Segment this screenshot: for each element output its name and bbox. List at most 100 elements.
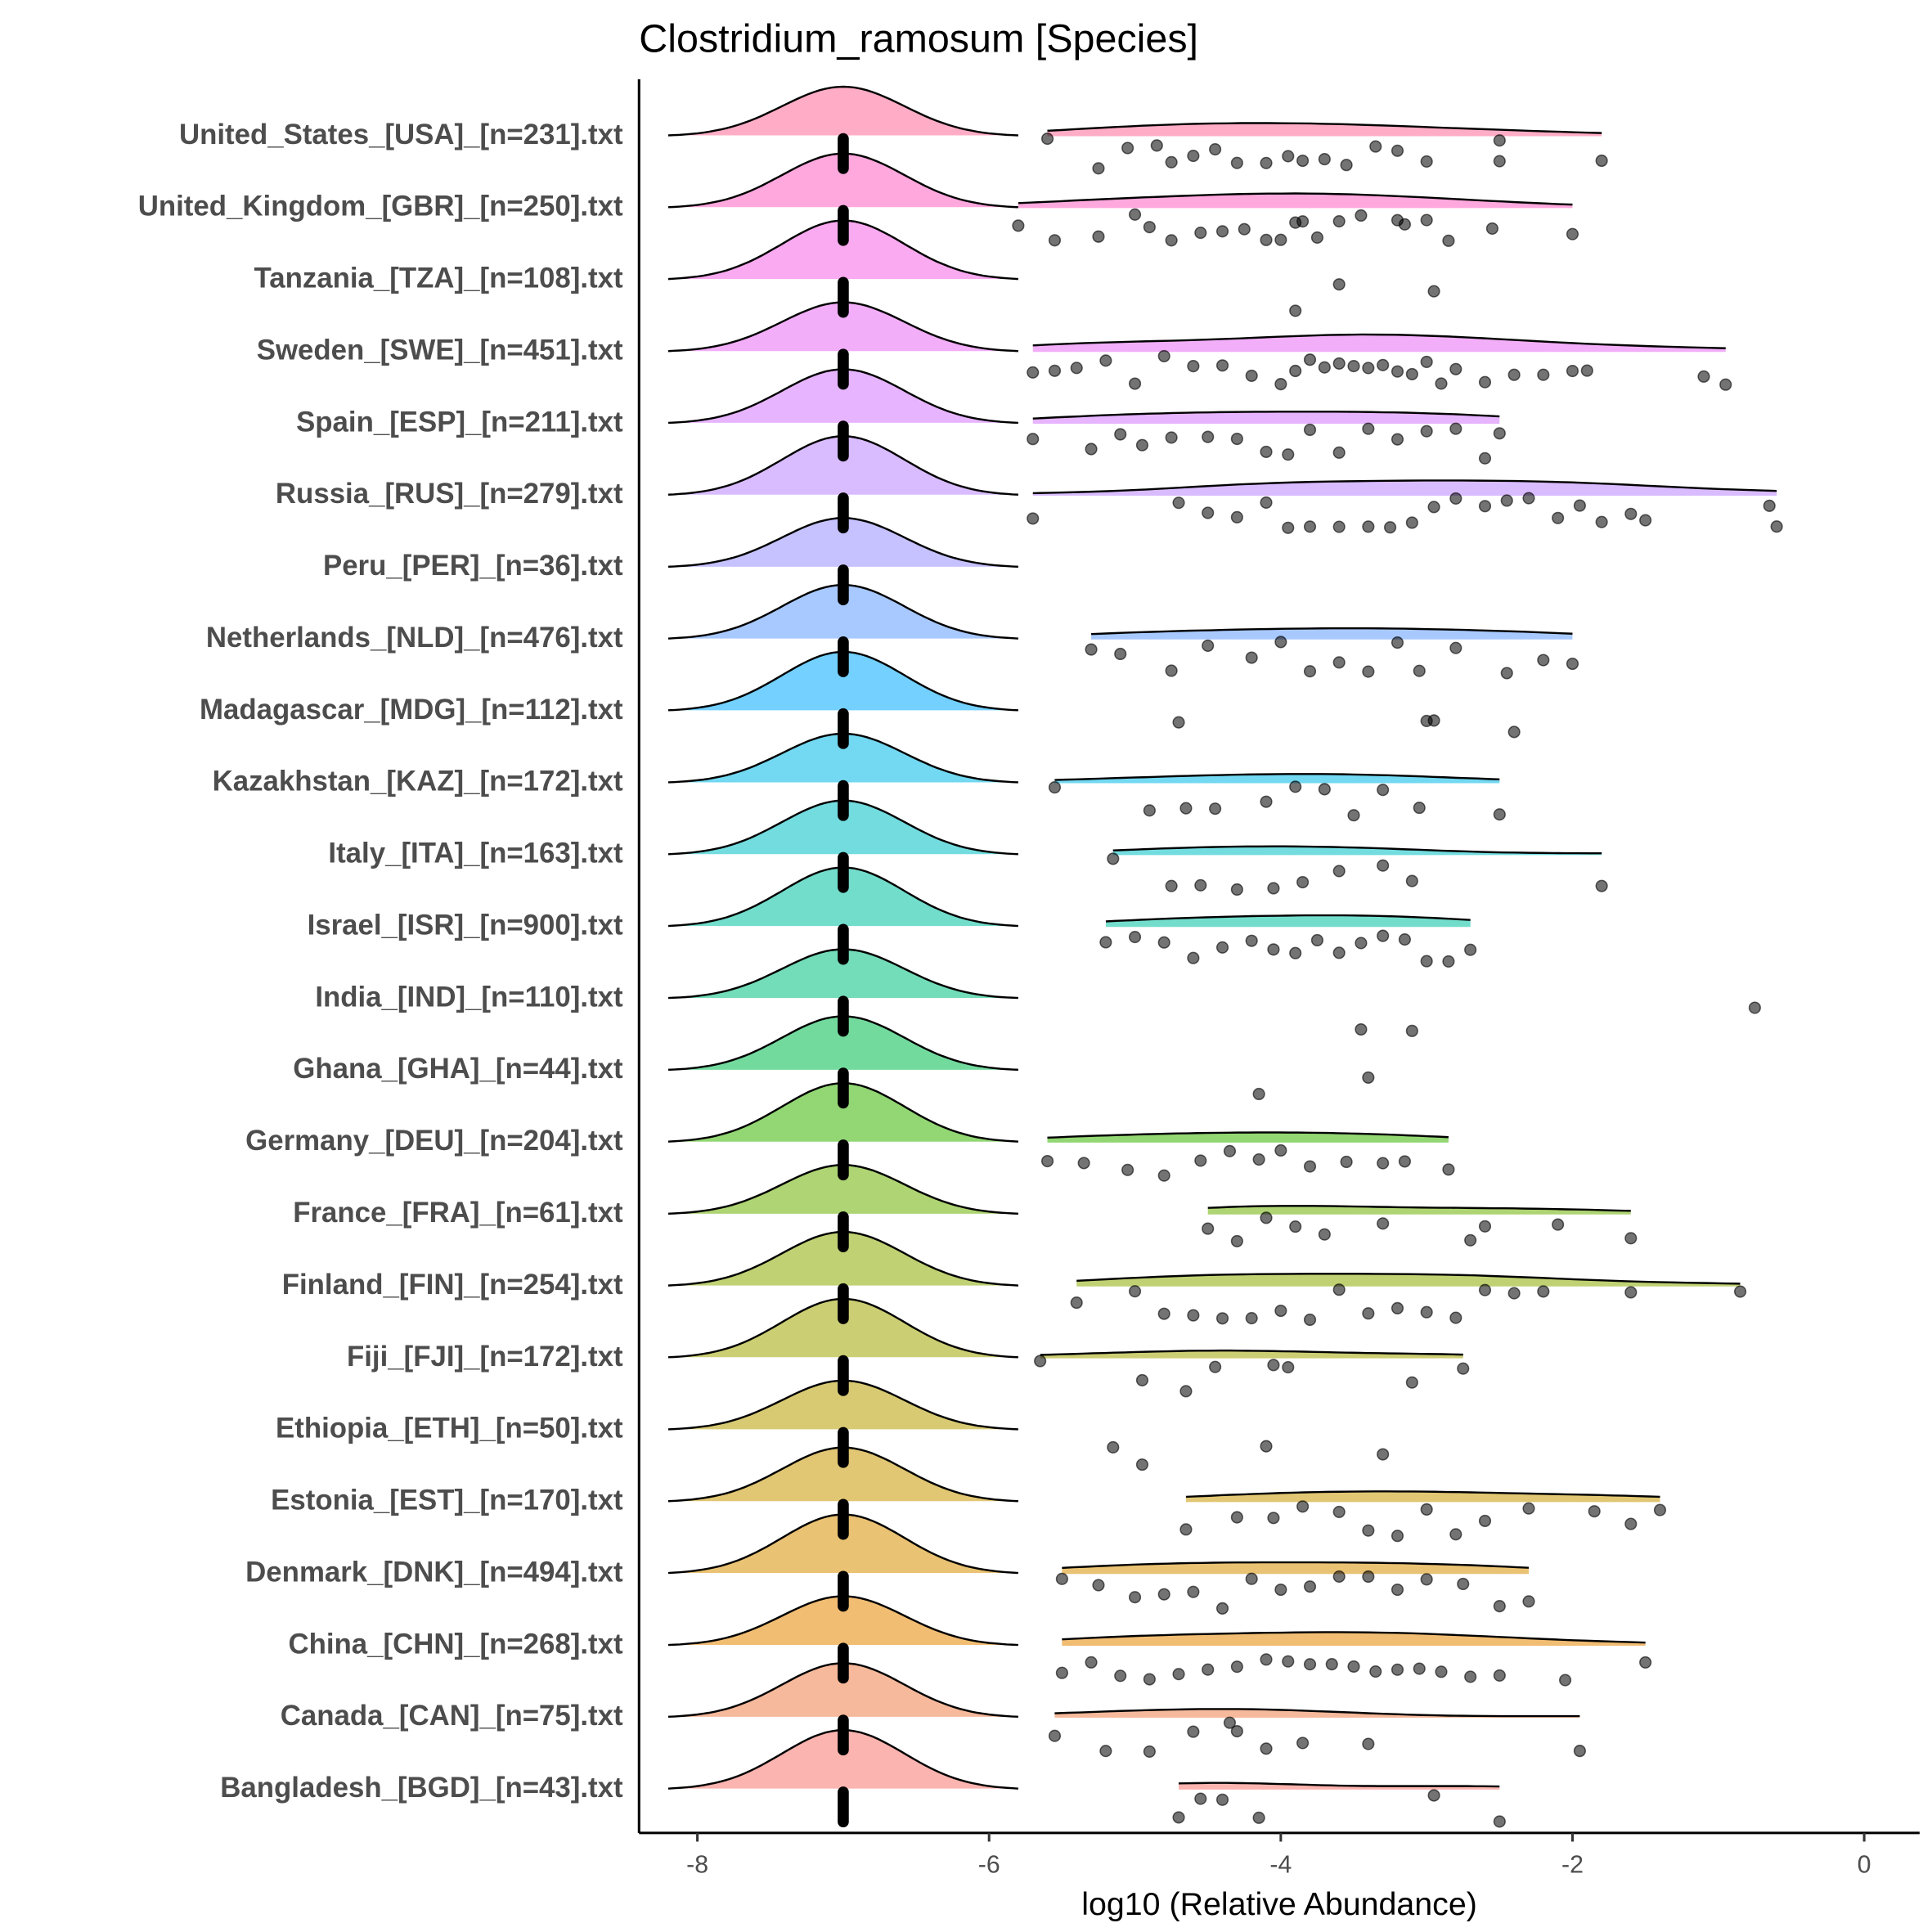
sample-point [1332, 446, 1346, 459]
sample-point [1405, 1376, 1418, 1389]
sample-point [1230, 883, 1243, 896]
sample-point [1377, 1157, 1390, 1170]
sample-point [1420, 355, 1433, 368]
sample-point [1230, 1511, 1243, 1524]
sample-point [1493, 1600, 1506, 1613]
sample-point [1464, 1233, 1477, 1247]
sample-point [1552, 1218, 1565, 1231]
sample-point [1763, 499, 1776, 512]
sample-point [1332, 214, 1346, 228]
sample-point [1362, 1071, 1375, 1084]
sample-point [1048, 234, 1062, 247]
sample-point [1318, 153, 1331, 166]
sample-point [1369, 1665, 1382, 1678]
abundance-outline [1091, 627, 1573, 636]
sample-point [1070, 362, 1083, 375]
sample-point [1340, 1155, 1353, 1169]
sample-point [1770, 520, 1783, 533]
sample-point [1442, 955, 1455, 968]
sample-point [1493, 1669, 1506, 1682]
category-label: France_[FRA]_[n=61].txt [293, 1197, 623, 1229]
sample-point [1478, 452, 1492, 465]
abundance-outline [1062, 1631, 1646, 1644]
sample-point [1420, 425, 1433, 438]
sample-point [1245, 1311, 1258, 1325]
sample-point [1194, 878, 1207, 892]
category-label: Sweden_[SWE]_[n=451].txt [257, 334, 623, 366]
sample-point [1202, 1222, 1215, 1235]
density-ridge [668, 585, 1018, 639]
sample-point [1391, 1663, 1404, 1676]
sample-point [1303, 423, 1317, 437]
sample-point [1377, 929, 1390, 942]
sample-point [1034, 1355, 1047, 1368]
sample-point [1202, 430, 1215, 443]
sample-point [1194, 1792, 1207, 1805]
sample-point [1202, 639, 1215, 652]
sample-point [1172, 1811, 1185, 1824]
sample-point [1507, 1287, 1521, 1300]
sample-point [1260, 496, 1273, 509]
sample-point [1493, 155, 1506, 168]
sample-point [1135, 1458, 1149, 1471]
sample-point [1289, 364, 1302, 378]
sample-point [1040, 133, 1054, 146]
abundance-ridge [1054, 1709, 1580, 1718]
category-label: Bangladesh_[BGD]_[n=43].txt [220, 1772, 623, 1804]
sample-point [1296, 875, 1310, 889]
density-ridge [668, 436, 1018, 495]
sample-point [1573, 1745, 1586, 1758]
sample-point [1194, 1154, 1207, 1167]
sample-point [1318, 783, 1331, 796]
sample-point [1040, 1154, 1054, 1168]
sample-point [1303, 1658, 1317, 1671]
abundance-outline [1040, 1349, 1463, 1356]
sample-point [1187, 1585, 1200, 1598]
sample-point [1398, 1155, 1411, 1168]
x-tick-label: -2 [1561, 1851, 1584, 1878]
category-label: India_[IND]_[n=110].txt [315, 981, 623, 1013]
sample-point [1420, 213, 1433, 227]
sample-point [1507, 368, 1521, 381]
category-label: Denmark_[DNK]_[n=494].txt [245, 1556, 623, 1588]
sample-point [1070, 1296, 1083, 1310]
sample-point [1558, 1674, 1572, 1687]
sample-point [1391, 433, 1404, 446]
sample-point [1048, 1729, 1062, 1742]
x-tick-label: -6 [978, 1851, 1000, 1878]
sample-point [1332, 1570, 1346, 1583]
sample-point [1282, 150, 1295, 163]
category-label: United_Kingdom_[GBR]_[n=250].txt [138, 191, 623, 222]
sample-point [1157, 1588, 1170, 1601]
sample-point [1128, 1591, 1142, 1604]
sample-point [1296, 215, 1310, 228]
sample-point [1172, 496, 1185, 510]
abundance-outline [1112, 845, 1602, 855]
sample-point [1282, 521, 1295, 534]
density-outline [667, 85, 1018, 137]
sample-point [1179, 1523, 1193, 1536]
sample-point [1355, 209, 1368, 222]
sample-point [1296, 1500, 1310, 1513]
sample-point [1362, 520, 1375, 533]
sample-point [1442, 234, 1455, 247]
sample-point [1566, 657, 1579, 671]
sample-point [1595, 154, 1608, 168]
density-ridge [668, 1083, 1018, 1142]
sample-point [1027, 512, 1040, 525]
sample-point [1099, 1745, 1112, 1758]
sample-point [1347, 809, 1360, 822]
sample-point [1296, 154, 1310, 168]
sample-point [1391, 144, 1404, 157]
sample-point [1245, 1572, 1258, 1585]
sample-point [1187, 360, 1200, 373]
abundance-ridge [1062, 1562, 1530, 1575]
sample-point [1215, 359, 1229, 372]
density-ridge [668, 949, 1018, 999]
abundance-ridge [1032, 334, 1726, 353]
sample-point [1420, 155, 1433, 168]
sample-point [1092, 1579, 1105, 1592]
sample-point [1092, 230, 1105, 243]
chart-title: Clostridium_ramosum [Species] [639, 17, 1198, 61]
sample-point [1537, 368, 1550, 381]
